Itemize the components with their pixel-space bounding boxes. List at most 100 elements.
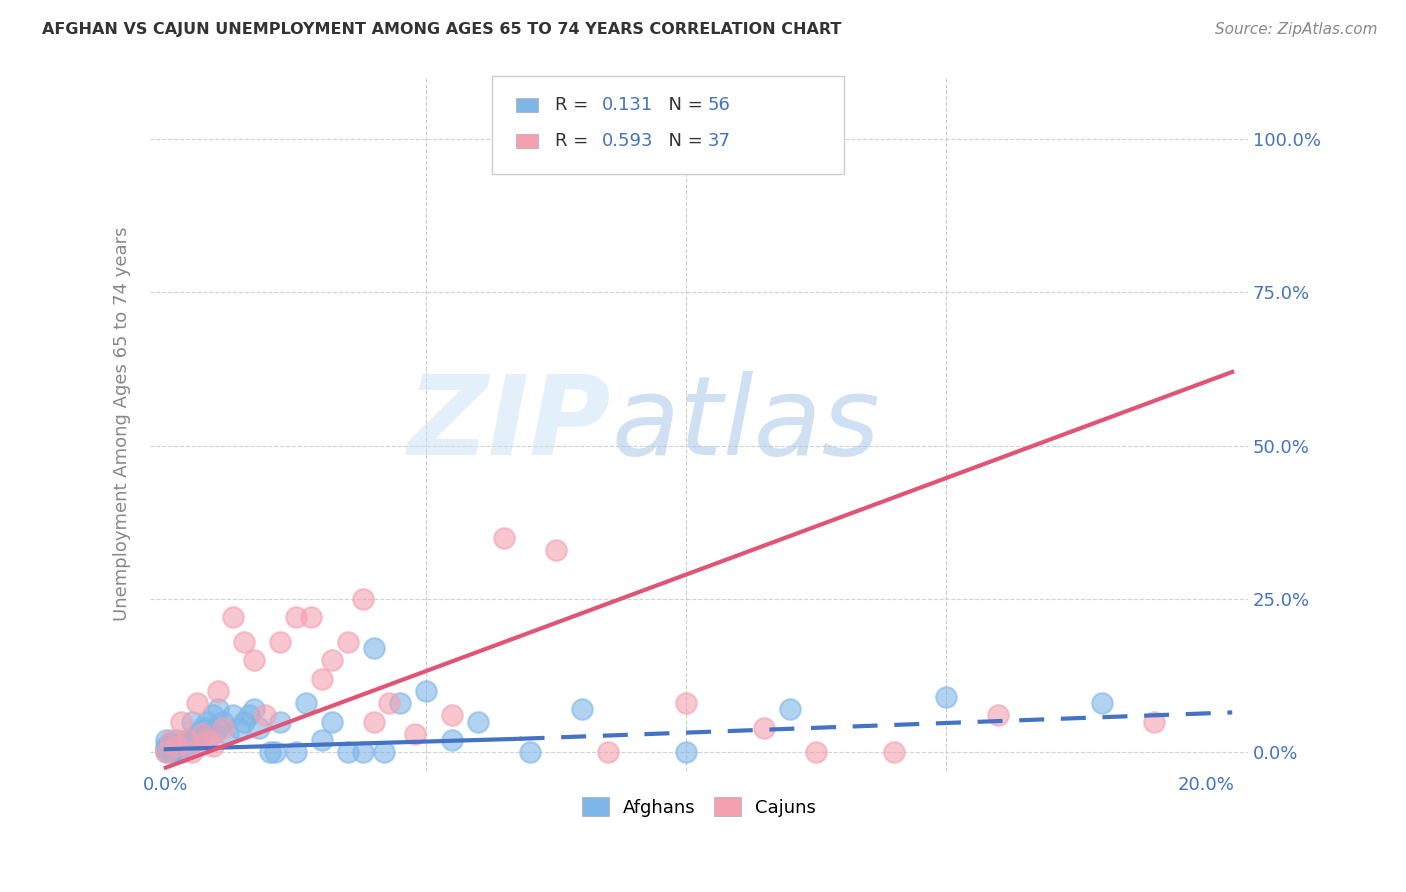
Point <box>264 745 287 759</box>
Legend: Afghans, Cajuns: Afghans, Cajuns <box>575 790 824 824</box>
Point <box>243 653 266 667</box>
Point <box>363 714 385 729</box>
Point <box>165 733 187 747</box>
Text: AFGHAN VS CAJUN UNEMPLOYMENT AMONG AGES 65 TO 74 YEARS CORRELATION CHART: AFGHAN VS CAJUN UNEMPLOYMENT AMONG AGES … <box>42 22 842 37</box>
Point <box>284 610 307 624</box>
Point <box>180 714 202 729</box>
Text: atlas: atlas <box>612 370 880 477</box>
Point <box>311 733 333 747</box>
Point <box>191 721 214 735</box>
Point <box>253 708 276 723</box>
Text: 56: 56 <box>707 96 730 114</box>
Point <box>440 708 463 723</box>
Point <box>160 742 183 756</box>
Point <box>243 702 266 716</box>
Text: N =: N = <box>657 96 709 114</box>
Point <box>544 542 567 557</box>
Point <box>373 745 395 759</box>
Point <box>752 721 775 735</box>
Point <box>201 739 224 753</box>
Point <box>197 714 219 729</box>
Point <box>440 733 463 747</box>
Text: Source: ZipAtlas.com: Source: ZipAtlas.com <box>1215 22 1378 37</box>
Point <box>228 721 250 735</box>
Point <box>321 714 343 729</box>
Point <box>492 531 515 545</box>
Point <box>987 708 1010 723</box>
Point <box>197 721 219 735</box>
Point <box>321 653 343 667</box>
Point <box>363 640 385 655</box>
Text: R =: R = <box>555 96 595 114</box>
Point <box>675 745 697 759</box>
Point <box>165 739 187 753</box>
Y-axis label: Unemployment Among Ages 65 to 74 years: Unemployment Among Ages 65 to 74 years <box>114 227 131 622</box>
Point <box>623 144 645 158</box>
Point <box>415 684 437 698</box>
Point <box>301 610 323 624</box>
Point <box>201 727 224 741</box>
Point <box>935 690 957 704</box>
Point <box>353 591 375 606</box>
Point <box>160 745 183 759</box>
Point <box>180 745 202 759</box>
Point <box>165 739 187 753</box>
Text: 0.593: 0.593 <box>602 132 654 150</box>
Point <box>155 745 177 759</box>
Point <box>259 745 281 759</box>
Point <box>311 672 333 686</box>
Point <box>238 708 260 723</box>
Point <box>232 635 254 649</box>
Point <box>388 696 411 710</box>
Point <box>176 733 198 747</box>
Text: ZIP: ZIP <box>408 370 612 477</box>
Point <box>170 745 193 759</box>
Point <box>191 727 214 741</box>
Point <box>222 708 245 723</box>
Point <box>295 696 318 710</box>
Point <box>779 702 801 716</box>
Point <box>675 696 697 710</box>
Point <box>212 721 235 735</box>
Point <box>336 745 359 759</box>
Point <box>207 721 229 735</box>
Point <box>186 733 208 747</box>
Point <box>160 733 183 747</box>
Point <box>191 727 214 741</box>
Point <box>378 696 401 710</box>
Point <box>353 745 375 759</box>
Point <box>249 721 271 735</box>
Point <box>467 714 489 729</box>
Point <box>170 714 193 729</box>
Point <box>186 727 208 741</box>
Point <box>269 714 291 729</box>
Point <box>232 714 254 729</box>
Point <box>596 745 619 759</box>
Point <box>212 714 235 729</box>
Text: 37: 37 <box>707 132 730 150</box>
Point <box>336 635 359 649</box>
Text: N =: N = <box>657 132 709 150</box>
Point <box>176 739 198 753</box>
Point <box>207 684 229 698</box>
Text: 0.131: 0.131 <box>602 96 652 114</box>
Point <box>269 635 291 649</box>
Point <box>284 745 307 759</box>
Point <box>180 733 202 747</box>
Point <box>804 745 827 759</box>
Point <box>207 702 229 716</box>
Point <box>1143 714 1166 729</box>
Point <box>883 745 905 759</box>
Point <box>519 745 541 759</box>
Point <box>217 727 239 741</box>
Point <box>170 742 193 756</box>
Point <box>571 702 593 716</box>
Point <box>405 727 427 741</box>
Point <box>155 733 177 747</box>
Point <box>222 610 245 624</box>
Point <box>155 739 177 753</box>
Point <box>197 733 219 747</box>
Point <box>201 708 224 723</box>
Point <box>160 736 183 750</box>
Text: R =: R = <box>555 132 595 150</box>
